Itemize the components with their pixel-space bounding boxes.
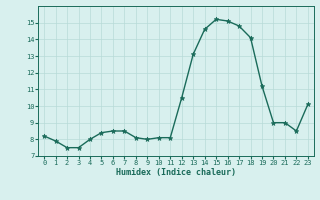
X-axis label: Humidex (Indice chaleur): Humidex (Indice chaleur) — [116, 168, 236, 177]
